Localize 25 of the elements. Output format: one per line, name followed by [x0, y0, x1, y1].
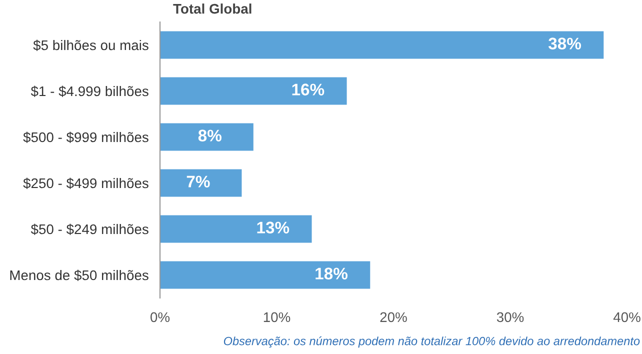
x-tick-label: 40% [613, 312, 640, 322]
x-tick-label: 0% [150, 312, 170, 322]
data-label: 13% [257, 222, 290, 234]
bar [160, 31, 604, 59]
bar [160, 123, 254, 151]
y-tick-label: $50 - $249 milhões [30, 224, 148, 235]
y-tick-label: $250 - $499 milhões [23, 178, 148, 189]
data-label: 38% [548, 38, 582, 50]
x-tick-label: 20% [380, 312, 407, 322]
bar [160, 261, 370, 289]
text: Observação: os números podem não totalizar 100% devido ao arredondamento [224, 336, 640, 348]
y-tick-label: $500 - $999 milhões [23, 132, 148, 143]
chart-title: Total Global [173, 4, 252, 14]
data-label: 18% [316, 268, 348, 280]
x-tick-label: 10% [264, 312, 290, 322]
x-tick-label: 30% [496, 312, 524, 322]
bar [160, 77, 347, 105]
y-tick-label: $5 bilhões ou mais [33, 40, 148, 51]
y-tick-label: $1 - $4.999 bilhões [30, 86, 148, 97]
bar [160, 169, 242, 197]
data-label: 8% [198, 130, 222, 142]
data-label: 16% [292, 84, 324, 96]
data-label: 7% [186, 176, 210, 188]
y-tick-label: Menos de $50 milhões [10, 270, 148, 281]
bar [160, 215, 312, 243]
